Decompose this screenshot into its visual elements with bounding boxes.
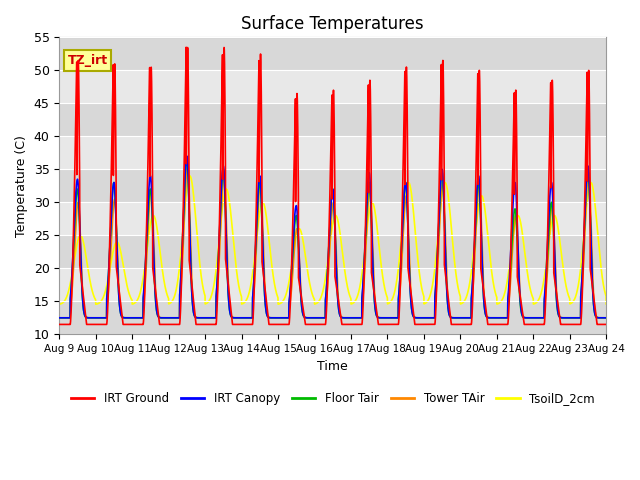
Bar — [60, 103, 606, 136]
Text: TZ_irt: TZ_irt — [67, 54, 108, 67]
Bar — [60, 169, 606, 203]
Legend: IRT Ground, IRT Canopy, Floor Tair, Tower TAir, TsoilD_2cm: IRT Ground, IRT Canopy, Floor Tair, Towe… — [66, 388, 600, 410]
X-axis label: Time: Time — [317, 360, 348, 372]
Bar — [60, 268, 606, 301]
Title: Surface Temperatures: Surface Temperatures — [241, 15, 424, 33]
Bar — [60, 71, 606, 103]
Bar — [60, 203, 606, 235]
Bar — [60, 37, 606, 71]
Y-axis label: Temperature (C): Temperature (C) — [15, 135, 28, 237]
Bar — [60, 301, 606, 334]
Bar — [60, 235, 606, 268]
Bar — [60, 136, 606, 169]
